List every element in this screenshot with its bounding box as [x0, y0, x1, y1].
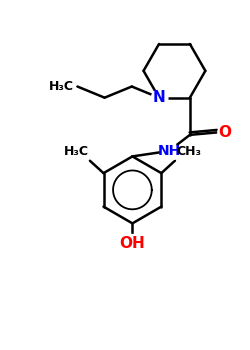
- Text: OH: OH: [120, 236, 145, 251]
- Text: H₃C: H₃C: [64, 145, 89, 158]
- Text: NH: NH: [157, 144, 180, 158]
- Text: O: O: [218, 125, 231, 140]
- Text: CH₃: CH₃: [176, 145, 201, 158]
- Text: N: N: [152, 90, 165, 105]
- Text: H₃C: H₃C: [49, 80, 74, 93]
